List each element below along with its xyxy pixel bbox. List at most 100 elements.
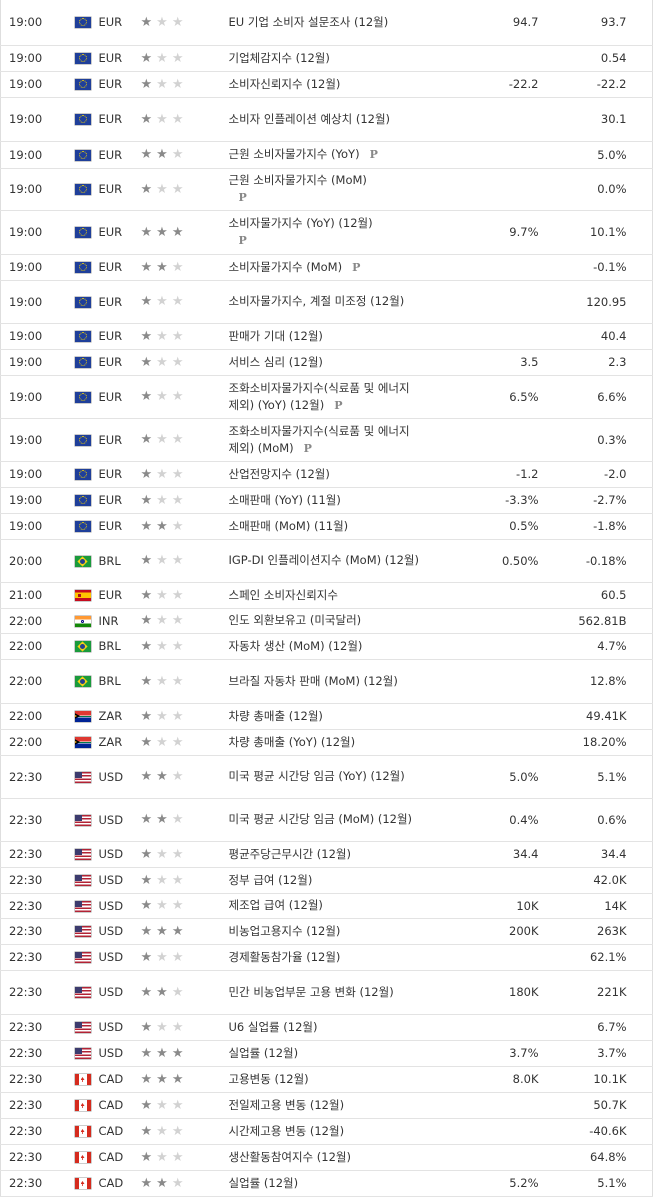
table-row[interactable]: 19:00 EUR ★★★ 서비스 심리 (12월) 3.5 2.3	[0, 349, 653, 376]
event-name-link[interactable]: 차량 총매출 (YoY) (12월)	[228, 734, 356, 749]
table-row[interactable]: 22:30 CAD ★★★ 고용변동 (12월) 8.0K 10.1K	[0, 1066, 653, 1093]
table-row[interactable]: 22:30 USD ★★★ 미국 평균 시간당 임금 (YoY) (12월) 5.0% 5…	[0, 755, 653, 799]
event-name-link[interactable]: IGP-DI 인플레이션지수 (MoM) (12월)	[228, 553, 419, 567]
importance-star-icon: ★	[156, 846, 172, 862]
preliminary-badge[interactable]: P	[238, 191, 247, 204]
importance-star-icon: ★	[171, 328, 188, 344]
eu-flag-icon	[74, 97, 99, 142]
event-name-link[interactable]: 인도 외환보유고 (미국달러)	[228, 613, 362, 627]
table-row[interactable]: 22:00 BRL ★★★ 브라질 자동차 판매 (MoM) (12월) 12.8%	[0, 659, 653, 704]
preliminary-badge[interactable]: P	[303, 441, 312, 455]
event-name-cell: 전일제고용 변동 (12월)	[228, 1092, 421, 1119]
event-name-link[interactable]: 미국 평균 시간당 임금 (YoY) (12월)	[228, 769, 405, 783]
currency-code: CAD	[98, 1066, 141, 1093]
event-name-link[interactable]: 소비자물가지수 (YoY) (12월)	[228, 216, 373, 230]
importance-star-icon: ★	[156, 708, 172, 724]
importance-star-icon: ★	[156, 587, 172, 603]
table-row[interactable]: 22:30 CAD ★★★ 시간제고용 변동 (12월) -40.6K	[0, 1118, 653, 1145]
event-name-link[interactable]: 제조업 급여 (12월)	[228, 898, 323, 912]
importance-star-icon: ★	[156, 181, 172, 197]
preliminary-badge[interactable]: P	[369, 148, 378, 161]
event-name-link[interactable]: 조화소비자물가지수(식료품 및 에너지 제외) (MoM)	[228, 423, 410, 455]
table-row[interactable]: 22:30 USD ★★★ 실업률 (12월) 3.7% 3.7%	[0, 1040, 653, 1067]
table-row[interactable]: 19:00 EUR ★★★ 소비자물가지수 (MoM) P -0.1%	[0, 254, 653, 281]
event-name-link[interactable]: 기업체감지수 (12월)	[228, 50, 330, 65]
eu-flag-icon	[74, 45, 99, 72]
event-name-link[interactable]: 시간제고용 변동 (12월)	[228, 1123, 345, 1138]
event-name-link[interactable]: 경제활동참가율 (12월)	[228, 949, 341, 964]
event-name-link[interactable]: 정부 급여 (12월)	[228, 872, 313, 887]
event-name-link[interactable]: 서비스 심리 (12월)	[228, 354, 323, 369]
table-row[interactable]: 22:30 USD ★★★ 비농업고용지수 (12월) 200K 263K	[0, 918, 653, 945]
event-name-link[interactable]: EU 기업 소비자 설문조사 (12월)	[228, 14, 389, 29]
event-name-link[interactable]: U6 실업률 (12월)	[228, 1019, 318, 1034]
table-row[interactable]: 19:00 EUR ★★★ 소매판매 (MoM) (11월) 0.5% -1.8%	[0, 513, 653, 540]
table-row[interactable]: 22:30 USD ★★★ 미국 평균 시간당 임금 (MoM) (12월) 0.4% 0…	[0, 798, 653, 842]
event-name-link[interactable]: 비농업고용지수 (12월)	[228, 923, 341, 938]
table-row[interactable]: 19:00 EUR ★★★ 근원 소비자물가지수 (YoY) P 5.0%	[0, 141, 653, 169]
event-name-link[interactable]: 전일제고용 변동 (12월)	[228, 1097, 345, 1112]
event-name-link[interactable]: 브라질 자동차 판매 (MoM) (12월)	[228, 673, 398, 688]
event-name-link[interactable]: 조화소비자물가지수(식료품 및 에너지 제외) (YoY) (12월)	[228, 380, 410, 412]
table-row[interactable]: 22:00 BRL ★★★ 자동차 생산 (MoM) (12월) 4.7%	[0, 633, 653, 660]
event-name-link[interactable]: 소비자물가지수 (MoM)	[228, 259, 343, 274]
event-name-link[interactable]: 산업전망지수 (12월)	[228, 466, 330, 481]
event-name-link[interactable]: 소비자물가지수, 계절 미조정 (12월)	[228, 294, 405, 308]
table-row[interactable]: 19:00 EUR ★★★ 소비자신뢰지수 (12월) -22.2 -22.2	[0, 71, 653, 98]
table-row[interactable]: 19:00 EUR ★★★ 판매가 기대 (12월) 40.4	[0, 323, 653, 350]
table-row[interactable]: 22:30 USD ★★★ U6 실업률 (12월) 6.7%	[0, 1014, 653, 1041]
preliminary-badge[interactable]: P	[238, 234, 247, 247]
table-row[interactable]: 19:00 EUR ★★★ 소매판매 (YoY) (11월) -3.3% -2.7%	[0, 487, 653, 514]
table-row[interactable]: 22:30 CAD ★★★ 생산활동참여지수 (12월) 64.8%	[0, 1144, 653, 1171]
event-name-link[interactable]: 스페인 소비자신뢰지수	[228, 587, 338, 602]
table-row[interactable]: 22:30 USD ★★★ 제조업 급여 (12월) 10K 14K	[0, 893, 653, 919]
table-row[interactable]: 22:00 INR ★★★ 인도 외환보유고 (미국달러) 562.81B	[0, 608, 653, 634]
table-row[interactable]: 21:00 EUR ★★★ 스페인 소비자신뢰지수 60.5	[0, 582, 653, 609]
event-name-link[interactable]: 실업률 (12월)	[228, 1045, 299, 1060]
table-row[interactable]: 22:30 USD ★★★ 평균주당근무시간 (12월) 34.4 34.4	[0, 841, 653, 868]
preliminary-badge[interactable]: P	[352, 260, 361, 274]
table-row[interactable]: 20:00 BRL ★★★ IGP-DI 인플레이션지수 (MoM) (12월) 0.5…	[0, 539, 653, 583]
currency-code: EUR	[98, 254, 141, 281]
event-name-link[interactable]: 소매판매 (YoY) (11월)	[228, 492, 341, 507]
table-row[interactable]: 19:00 EUR ★★★ 기업체감지수 (12월) 0.54	[0, 45, 653, 72]
table-row[interactable]: 22:30 USD ★★★ 정부 급여 (12월) 42.0K	[0, 867, 653, 894]
table-row[interactable]: 19:00 EUR ★★★ 근원 소비자물가지수 (MoM) P 0.0%	[0, 168, 653, 211]
table-row[interactable]: 22:00 ZAR ★★★ 차량 총매출 (12월) 49.41K	[0, 703, 653, 730]
preliminary-badge[interactable]: P	[334, 398, 343, 412]
row-spacer	[626, 659, 653, 704]
event-name-link[interactable]: 민간 비농업부문 고용 변화 (12월)	[228, 984, 394, 999]
table-row[interactable]: 22:00 ZAR ★★★ 차량 총매출 (YoY) (12월) 18.20%	[0, 729, 653, 756]
importance-star-icon: ★	[171, 1097, 188, 1113]
row-spacer	[626, 970, 653, 1015]
table-row[interactable]: 19:00 EUR ★★★ 소비자물가지수, 계절 미조정 (12월) 120.95	[0, 280, 653, 324]
table-row[interactable]: 19:00 EUR ★★★ EU 기업 소비자 설문조사 (12월) 94.7 93.7	[0, 0, 653, 46]
importance-star-icon: ★	[140, 898, 157, 913]
event-time: 22:30	[0, 841, 75, 868]
event-name-link[interactable]: 자동차 생산 (MoM) (12월)	[228, 638, 363, 653]
table-row[interactable]: 19:00 EUR ★★★ 소비자물가지수 (YoY) (12월) P 9.7% 10.1%	[0, 210, 653, 255]
event-name-link[interactable]: 생산활동참여지수 (12월)	[228, 1149, 351, 1164]
event-name-link[interactable]: 소비자신뢰지수 (12월)	[228, 76, 341, 91]
event-name-link[interactable]: 소매판매 (MoM) (11월)	[228, 518, 349, 533]
event-name-link[interactable]: 평균주당근무시간 (12월)	[228, 846, 351, 861]
table-row[interactable]: 19:00 EUR ★★★ 소비자 인플레이션 예상치 (12월) 30.1	[0, 97, 653, 142]
table-row[interactable]: 19:00 EUR ★★★ 조화소비자물가지수(식료품 및 에너지 제외) (MoM)…	[0, 418, 653, 462]
event-name-link[interactable]: 차량 총매출 (12월)	[228, 708, 323, 723]
table-row[interactable]: 22:30 CAD ★★★ 전일제고용 변동 (12월) 50.7K	[0, 1092, 653, 1119]
table-row[interactable]: 19:00 EUR ★★★ 조화소비자물가지수(식료품 및 에너지 제외) (YoY)…	[0, 375, 653, 419]
event-name-link[interactable]: 소비자 인플레이션 예상치 (12월)	[228, 111, 391, 126]
table-row[interactable]: 22:30 USD ★★★ 민간 비농업부문 고용 변화 (12월) 180K 221K	[0, 970, 653, 1015]
event-name-link[interactable]: 근원 소비자물가지수 (YoY)	[228, 147, 360, 161]
event-name-link[interactable]: 미국 평균 시간당 임금 (MoM) (12월)	[228, 812, 413, 826]
event-name-link[interactable]: 실업률 (12월)	[228, 1175, 299, 1190]
event-name-link[interactable]: 고용변동 (12월)	[228, 1071, 309, 1086]
table-row[interactable]: 22:30 USD ★★★ 경제활동참가율 (12월) 62.1%	[0, 944, 653, 971]
table-row[interactable]: 22:30 CAD ★★★ 실업률 (12월) 5.2% 5.1%	[0, 1170, 653, 1197]
event-name-link[interactable]: 판매가 기대 (12월)	[228, 328, 323, 343]
forecast-value	[420, 703, 539, 730]
importance-rating: ★★★	[140, 141, 229, 169]
event-name-link[interactable]: 근원 소비자물가지수 (MoM)	[228, 173, 367, 187]
table-row[interactable]: 19:00 EUR ★★★ 산업전망지수 (12월) -1.2 -2.0	[0, 461, 653, 488]
row-spacer	[626, 418, 653, 462]
